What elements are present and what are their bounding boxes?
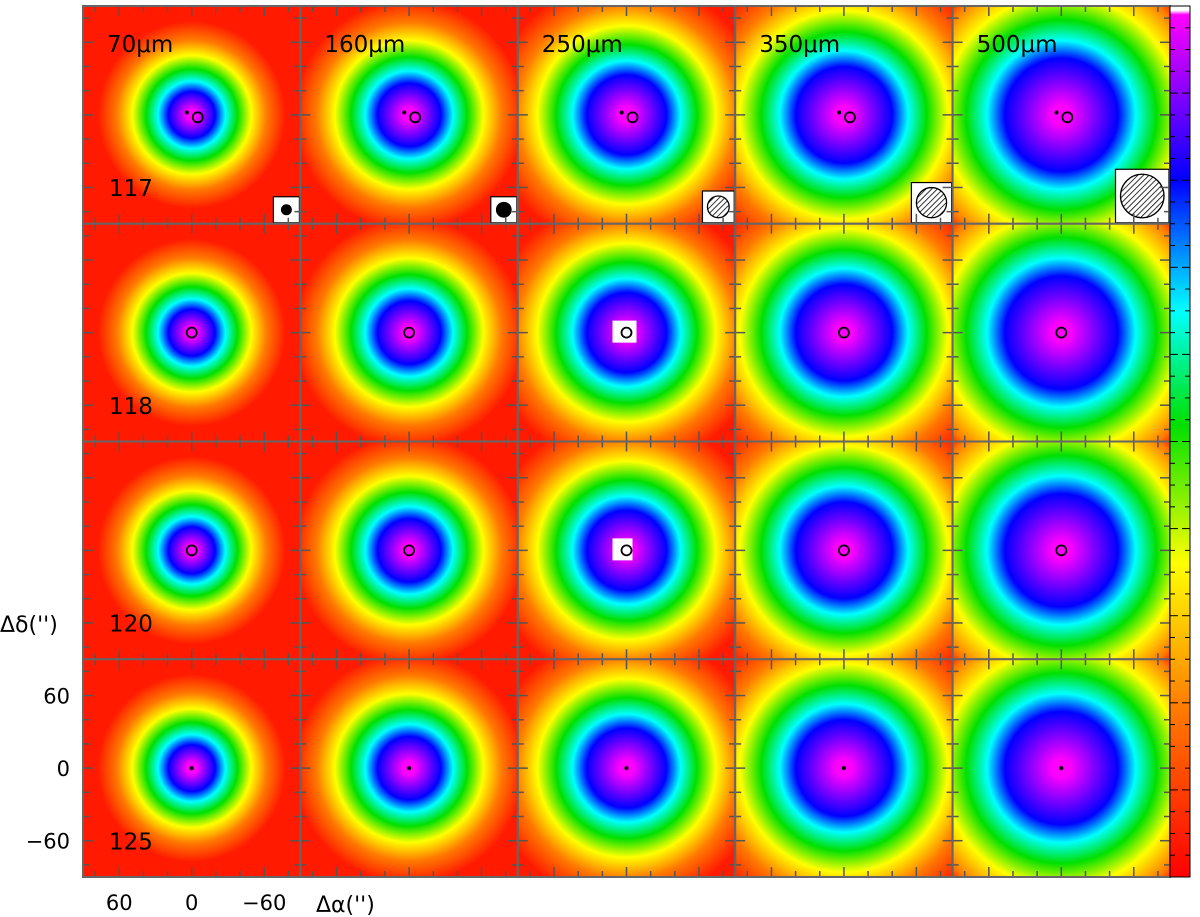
emission-map: [952, 441, 1170, 660]
wavelength-title: 500μm: [977, 32, 1058, 58]
source-marker-filled: [841, 766, 846, 771]
source-marker-filled: [1054, 110, 1059, 115]
source-marker-open: [409, 111, 422, 124]
source-marker-open: [403, 326, 416, 339]
map-panel: [517, 441, 736, 660]
beam-ellipse: [1119, 173, 1165, 219]
wavelength-titles: 70μm 160μm 250μm 350μm 500μm: [107, 32, 1058, 58]
y-tick-label: −60: [26, 830, 70, 854]
emission-map: [735, 223, 953, 442]
source-marker-filled: [619, 110, 624, 115]
map-panel: [517, 659, 736, 877]
map-panel: [952, 659, 1170, 877]
y-axis-label: Δδ(''): [0, 613, 58, 638]
map-panel: [83, 441, 301, 660]
beam-ellipse: [280, 204, 292, 216]
map-panel: [952, 6, 1170, 224]
map-panel: [83, 659, 301, 877]
x-axis-label: Δα(''): [316, 893, 375, 917]
emission-map: [517, 6, 736, 224]
source-marker-filled: [189, 766, 194, 771]
source-id-label: 117: [109, 176, 153, 202]
map-panel: [300, 659, 518, 877]
x-tick-label: 60: [106, 891, 133, 915]
source-marker-filled: [1059, 766, 1064, 771]
panel-grid: [82, 5, 1171, 878]
map-panel: [735, 659, 953, 877]
source-marker-filled: [184, 110, 189, 115]
source-marker-open: [191, 111, 204, 124]
map-panel: [300, 441, 518, 660]
map-panel: [735, 223, 953, 442]
emission-map: [83, 223, 301, 442]
map-panel: [83, 6, 301, 224]
map-panel: [517, 6, 736, 224]
source-id-label: 120: [109, 612, 153, 638]
source-marker-open: [844, 111, 856, 124]
source-marker-filled: [402, 110, 407, 115]
beam-ellipse: [915, 186, 948, 219]
beam-ellipse: [706, 195, 730, 219]
emission-map: [83, 6, 301, 224]
source-marker-open: [1055, 544, 1068, 557]
emission-map: [735, 441, 953, 660]
y-axis: Δδ('') 60 0 −60: [0, 613, 70, 854]
source-marker-open: [838, 326, 850, 339]
x-axis: Δα('') 60 0 −60: [106, 891, 375, 917]
map-panel: [952, 223, 1170, 442]
source-id-label: 118: [109, 394, 153, 420]
source-marker-open: [185, 544, 198, 557]
emission-map: [300, 441, 518, 660]
map-panel: [83, 223, 301, 442]
wavelength-title: 250μm: [542, 32, 623, 58]
x-tick-labels: 60 0 −60: [106, 891, 286, 915]
source-marker-open: [620, 326, 633, 339]
source-marker-open: [1055, 326, 1068, 339]
map-panel: [735, 6, 953, 224]
saturated-core: [612, 320, 637, 343]
x-tick-label: −60: [242, 891, 286, 915]
map-panel: [517, 223, 736, 442]
source-marker-open: [620, 544, 633, 557]
x-tick-label: 0: [185, 891, 198, 915]
wavelength-title: 160μm: [324, 32, 405, 58]
y-tick-labels: 60 0 −60: [26, 685, 70, 854]
source-marker-open: [1061, 111, 1074, 124]
source-marker-open: [838, 544, 850, 557]
emission-map: [83, 441, 301, 660]
source-marker-filled: [837, 110, 842, 115]
beam-ellipse: [495, 201, 512, 218]
source-marker-filled: [407, 766, 412, 771]
map-panel: [952, 441, 1170, 660]
wavelength-title: 350μm: [759, 32, 840, 58]
emission-map: [300, 223, 518, 442]
y-tick-label: 0: [57, 757, 70, 781]
emission-map: [952, 223, 1170, 442]
source-marker-open: [626, 111, 639, 124]
colorbar: [1169, 5, 1191, 878]
emission-map: [300, 6, 518, 224]
map-panel: [300, 6, 518, 224]
source-marker-open: [403, 544, 416, 557]
source-id-label: 125: [109, 829, 153, 855]
source-marker-filled: [624, 766, 629, 771]
source-marker-open: [185, 326, 198, 339]
map-panel: [735, 441, 953, 660]
wavelength-title: 70μm: [107, 32, 173, 58]
colorbar-ticks: [1170, 27, 1190, 856]
y-tick-label: 60: [43, 685, 70, 709]
map-panel: [300, 223, 518, 442]
source-id-labels: 117 118 120 125: [109, 176, 153, 855]
